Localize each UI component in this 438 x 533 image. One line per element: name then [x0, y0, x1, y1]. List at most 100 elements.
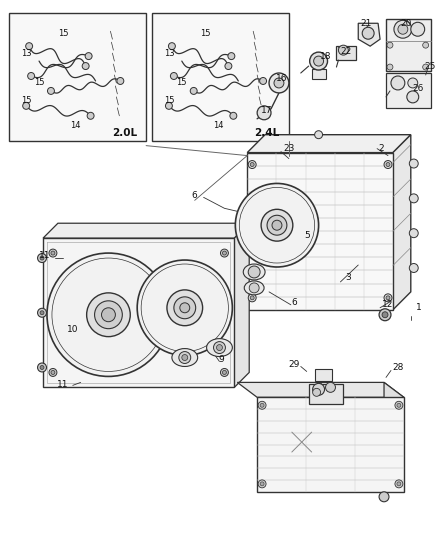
Circle shape [248, 266, 260, 278]
Circle shape [38, 254, 46, 263]
Circle shape [117, 77, 124, 84]
Circle shape [230, 112, 237, 119]
Circle shape [102, 308, 115, 322]
Text: 22: 22 [341, 46, 352, 55]
Circle shape [407, 91, 419, 103]
Circle shape [170, 72, 177, 79]
Text: 23: 23 [283, 144, 294, 153]
Circle shape [398, 25, 408, 34]
Circle shape [258, 401, 266, 409]
Circle shape [182, 354, 188, 360]
Circle shape [38, 363, 46, 372]
Bar [386, 73, 431, 108]
Circle shape [386, 163, 390, 166]
Circle shape [180, 303, 190, 313]
Circle shape [169, 43, 175, 50]
Circle shape [87, 293, 130, 337]
Text: 13: 13 [21, 49, 32, 58]
Text: 21: 21 [360, 19, 372, 28]
Circle shape [82, 62, 89, 69]
Text: 11: 11 [39, 251, 51, 260]
Text: 26: 26 [412, 84, 424, 93]
Circle shape [379, 309, 391, 321]
Circle shape [272, 220, 282, 230]
Circle shape [411, 22, 425, 36]
Polygon shape [247, 135, 411, 152]
Circle shape [179, 352, 191, 364]
Circle shape [261, 209, 293, 241]
Circle shape [174, 297, 196, 319]
Circle shape [51, 370, 55, 375]
Circle shape [397, 403, 401, 407]
Polygon shape [234, 223, 249, 387]
Text: 6: 6 [192, 191, 198, 200]
Circle shape [248, 294, 256, 302]
Ellipse shape [172, 349, 198, 367]
Circle shape [391, 76, 405, 90]
Circle shape [40, 311, 44, 315]
Circle shape [40, 256, 44, 260]
Circle shape [409, 263, 418, 272]
Circle shape [260, 403, 264, 407]
Circle shape [325, 382, 336, 392]
Bar [152, 13, 289, 141]
Text: 18: 18 [320, 52, 331, 61]
Circle shape [313, 389, 321, 397]
Circle shape [47, 253, 170, 376]
Circle shape [362, 27, 374, 39]
Ellipse shape [243, 264, 265, 280]
Circle shape [267, 215, 287, 235]
Circle shape [38, 308, 46, 317]
Text: 16: 16 [276, 75, 288, 84]
Circle shape [260, 482, 264, 486]
Circle shape [250, 163, 254, 166]
Circle shape [220, 249, 228, 257]
Circle shape [213, 342, 226, 353]
Text: 5: 5 [304, 231, 310, 240]
Bar [309, 384, 343, 404]
Text: 3: 3 [346, 273, 351, 282]
Bar [314, 369, 332, 382]
Circle shape [167, 290, 203, 326]
Circle shape [26, 43, 32, 50]
Text: 20: 20 [400, 19, 412, 28]
Text: 17: 17 [261, 106, 273, 115]
Text: 28: 28 [392, 363, 403, 372]
Circle shape [51, 251, 55, 255]
Bar [336, 46, 356, 60]
Circle shape [223, 370, 226, 375]
Bar [9, 13, 146, 141]
Circle shape [137, 260, 233, 356]
Circle shape [314, 131, 322, 139]
Circle shape [387, 42, 393, 48]
Circle shape [248, 160, 256, 168]
Circle shape [223, 251, 226, 255]
Polygon shape [358, 23, 380, 46]
Circle shape [260, 77, 267, 84]
Text: 2.0L: 2.0L [112, 128, 137, 138]
Text: 1: 1 [416, 303, 422, 312]
Circle shape [409, 159, 418, 168]
Bar [386, 19, 431, 71]
Bar [257, 397, 404, 492]
Polygon shape [384, 382, 404, 492]
Circle shape [314, 56, 324, 66]
Circle shape [423, 42, 429, 48]
Circle shape [220, 368, 228, 376]
Circle shape [395, 401, 403, 409]
Circle shape [386, 296, 390, 300]
Text: 14: 14 [213, 121, 224, 130]
Text: 12: 12 [382, 300, 394, 309]
Polygon shape [237, 382, 404, 397]
Text: 15: 15 [164, 96, 174, 106]
Text: 15: 15 [200, 29, 211, 38]
Bar [312, 69, 325, 79]
Text: 15: 15 [34, 78, 44, 87]
Circle shape [95, 301, 122, 329]
Circle shape [387, 64, 393, 70]
Circle shape [313, 383, 325, 395]
Circle shape [274, 78, 284, 88]
Circle shape [23, 102, 30, 109]
Text: 6: 6 [291, 298, 297, 308]
Circle shape [235, 183, 318, 267]
